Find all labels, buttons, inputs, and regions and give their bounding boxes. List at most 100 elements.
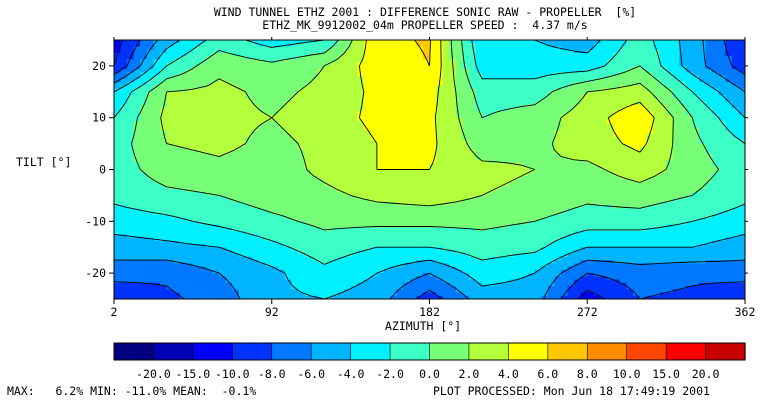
- heatmap-cell: [298, 198, 306, 203]
- heatmap-cell: [146, 59, 155, 64]
- heatmap-cell: [436, 59, 444, 64]
- heatmap-cell: [133, 75, 141, 80]
- heatmap-cell: [396, 211, 404, 216]
- heatmap-cell: [245, 59, 253, 64]
- heatmap-cell: [330, 101, 339, 106]
- heatmap-cell: [567, 140, 575, 145]
- heatmap-cell: [245, 117, 253, 122]
- heatmap-cell: [652, 153, 661, 158]
- heatmap-cell: [199, 91, 207, 96]
- heatmap-cell: [514, 104, 523, 109]
- heatmap-cell: [731, 88, 740, 93]
- heatmap-cell: [600, 43, 608, 48]
- heatmap-cell: [337, 140, 345, 145]
- heatmap-cell: [337, 146, 345, 151]
- heatmap-cell: [429, 75, 437, 80]
- heatmap-cell: [475, 182, 483, 187]
- heatmap-cell: [436, 75, 444, 80]
- heatmap-cell: [114, 163, 122, 167]
- heatmap-cell: [692, 172, 700, 177]
- heatmap-cell: [370, 188, 378, 193]
- heatmap-cell: [127, 166, 135, 171]
- heatmap-cell: [626, 65, 634, 70]
- heatmap-cell: [219, 182, 227, 187]
- heatmap-cell: [383, 78, 391, 83]
- heatmap-cell: [252, 198, 260, 203]
- heatmap-cell: [153, 49, 161, 54]
- heatmap-cell: [324, 72, 332, 77]
- heatmap-cell: [482, 153, 490, 158]
- heatmap-cell: [495, 107, 503, 112]
- heatmap-cell: [659, 101, 667, 106]
- heatmap-cell: [357, 124, 365, 129]
- heatmap-cell: [633, 104, 641, 109]
- heatmap-cell: [422, 104, 431, 109]
- heatmap-cell: [219, 156, 227, 161]
- heatmap-cell: [127, 150, 135, 154]
- heatmap-cell: [672, 43, 680, 48]
- heatmap-cell: [350, 101, 358, 106]
- heatmap-cell: [718, 107, 726, 112]
- heatmap-cell: [245, 172, 253, 177]
- heatmap-cell: [370, 172, 378, 177]
- heatmap-cell: [514, 114, 523, 119]
- heatmap-cell: [659, 78, 667, 83]
- heatmap-cell: [344, 185, 352, 190]
- heatmap-cell: [620, 120, 628, 125]
- heatmap-cell: [606, 117, 615, 122]
- heatmap-cell: [238, 43, 247, 48]
- heatmap-cell: [613, 159, 621, 164]
- heatmap-cell: [554, 111, 562, 116]
- heatmap-cell: [344, 146, 352, 151]
- heatmap-cell: [304, 78, 312, 83]
- heatmap-cell: [370, 111, 378, 116]
- heatmap-cell: [173, 159, 181, 164]
- heatmap-cell: [258, 195, 266, 200]
- heatmap-cell: [127, 218, 135, 222]
- heatmap-cell: [232, 46, 240, 51]
- heatmap-cell: [370, 104, 378, 109]
- heatmap-cell: [606, 166, 615, 171]
- heatmap-cell: [324, 59, 332, 64]
- heatmap-cell: [153, 65, 161, 70]
- heatmap-cell: [324, 78, 332, 83]
- heatmap-cell: [455, 56, 463, 61]
- heatmap-cell: [613, 166, 621, 171]
- heatmap-cell: [560, 101, 569, 106]
- heatmap-cell: [652, 156, 661, 161]
- heatmap-cell: [468, 163, 477, 167]
- heatmap-cell: [698, 52, 707, 57]
- heatmap-cell: [396, 188, 404, 193]
- heatmap-cell: [317, 62, 325, 67]
- heatmap-cell: [541, 153, 549, 158]
- chart-subtitle: ETHZ_MK_9912002_04m PROPELLER SPEED : 4.…: [262, 18, 588, 32]
- heatmap-cell: [409, 208, 417, 213]
- heatmap-cell: [166, 179, 174, 184]
- heatmap-cell: [534, 166, 542, 171]
- heatmap-cell: [396, 111, 404, 116]
- heatmap-cell: [396, 59, 404, 64]
- heatmap-cell: [153, 120, 161, 125]
- heatmap-cell: [245, 107, 253, 112]
- heatmap-cell: [475, 88, 483, 93]
- heatmap-cell: [311, 198, 319, 203]
- heatmap-cell: [731, 188, 740, 193]
- heatmap-cell: [613, 49, 621, 54]
- heatmap-cell: [455, 62, 463, 67]
- heatmap-cell: [652, 95, 661, 99]
- heatmap-cell: [337, 114, 345, 119]
- heatmap-cell: [396, 130, 404, 135]
- heatmap-cell: [416, 75, 424, 80]
- heatmap-cell: [238, 150, 247, 154]
- heatmap-cell: [225, 52, 233, 57]
- heatmap-cell: [199, 43, 207, 48]
- heatmap-cell: [554, 82, 562, 86]
- heatmap-cell: [436, 62, 444, 67]
- heatmap-cell: [232, 98, 240, 103]
- heatmap-cell: [718, 75, 726, 80]
- heatmap-cell: [429, 104, 437, 109]
- heatmap-cell: [436, 153, 444, 158]
- heatmap-cell: [390, 159, 398, 164]
- heatmap-cell: [291, 169, 299, 174]
- heatmap-cell: [350, 140, 358, 145]
